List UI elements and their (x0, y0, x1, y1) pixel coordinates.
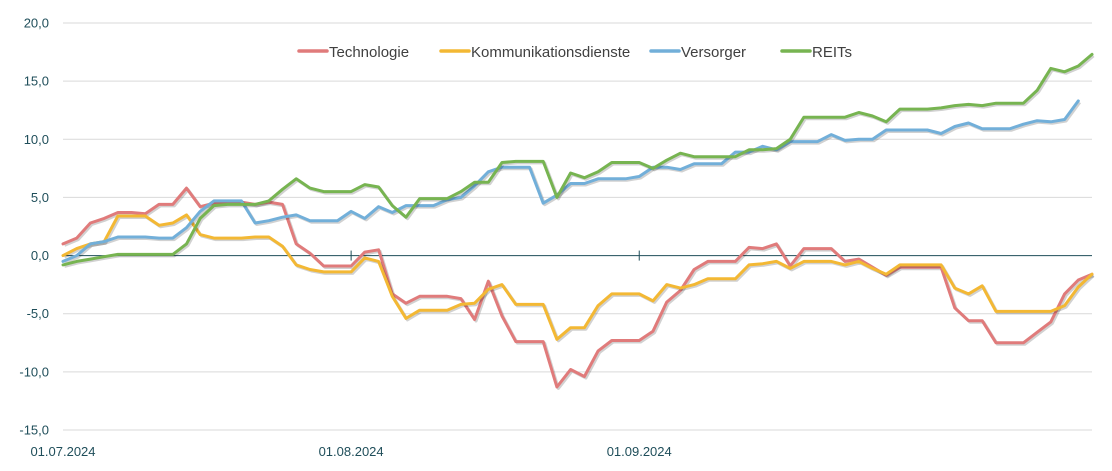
y-tick-label: -15,0 (19, 423, 49, 438)
series-line-kommunikationsdienste (61, 213, 1094, 341)
gridlines (63, 22, 1092, 431)
legend-label: REITs (812, 44, 852, 61)
y-tick-label: -10,0 (19, 364, 49, 379)
legend-label: Kommunikationsdienste (471, 44, 630, 61)
y-tick-label: 10,0 (24, 132, 49, 147)
legend: Technologie Kommunikationsdienste Versorge… (297, 44, 852, 61)
series-shadow (63, 214, 1095, 343)
series-line-reits (61, 52, 1094, 267)
legend-label: Versorger (681, 44, 746, 61)
legend-label: Technologie (329, 44, 409, 61)
y-tick-label: 5,0 (31, 190, 49, 205)
y-tick-label: 0,0 (31, 248, 49, 263)
y-tick-label: 20,0 (24, 16, 49, 31)
series-shadow (64, 54, 1095, 268)
x-axis: 01.07.2024 01.08.2024 01.09.2024 (30, 250, 1092, 459)
series-line-versorger (61, 99, 1080, 263)
x-tick-label: 01.07.2024 (30, 444, 95, 459)
series-shadow (63, 188, 1095, 390)
series-lines (61, 52, 1095, 390)
y-tick-label: -5,0 (27, 306, 49, 321)
y-axis-tick-labels: 20,0 15,0 10,0 5,0 0,0 -5,0 -10,0 -15,0 (19, 16, 49, 438)
x-tick-label: 01.09.2024 (607, 444, 672, 459)
x-tick-label: 01.08.2024 (319, 444, 384, 459)
series-line-technologie (61, 186, 1094, 389)
y-tick-label: 15,0 (24, 74, 49, 89)
